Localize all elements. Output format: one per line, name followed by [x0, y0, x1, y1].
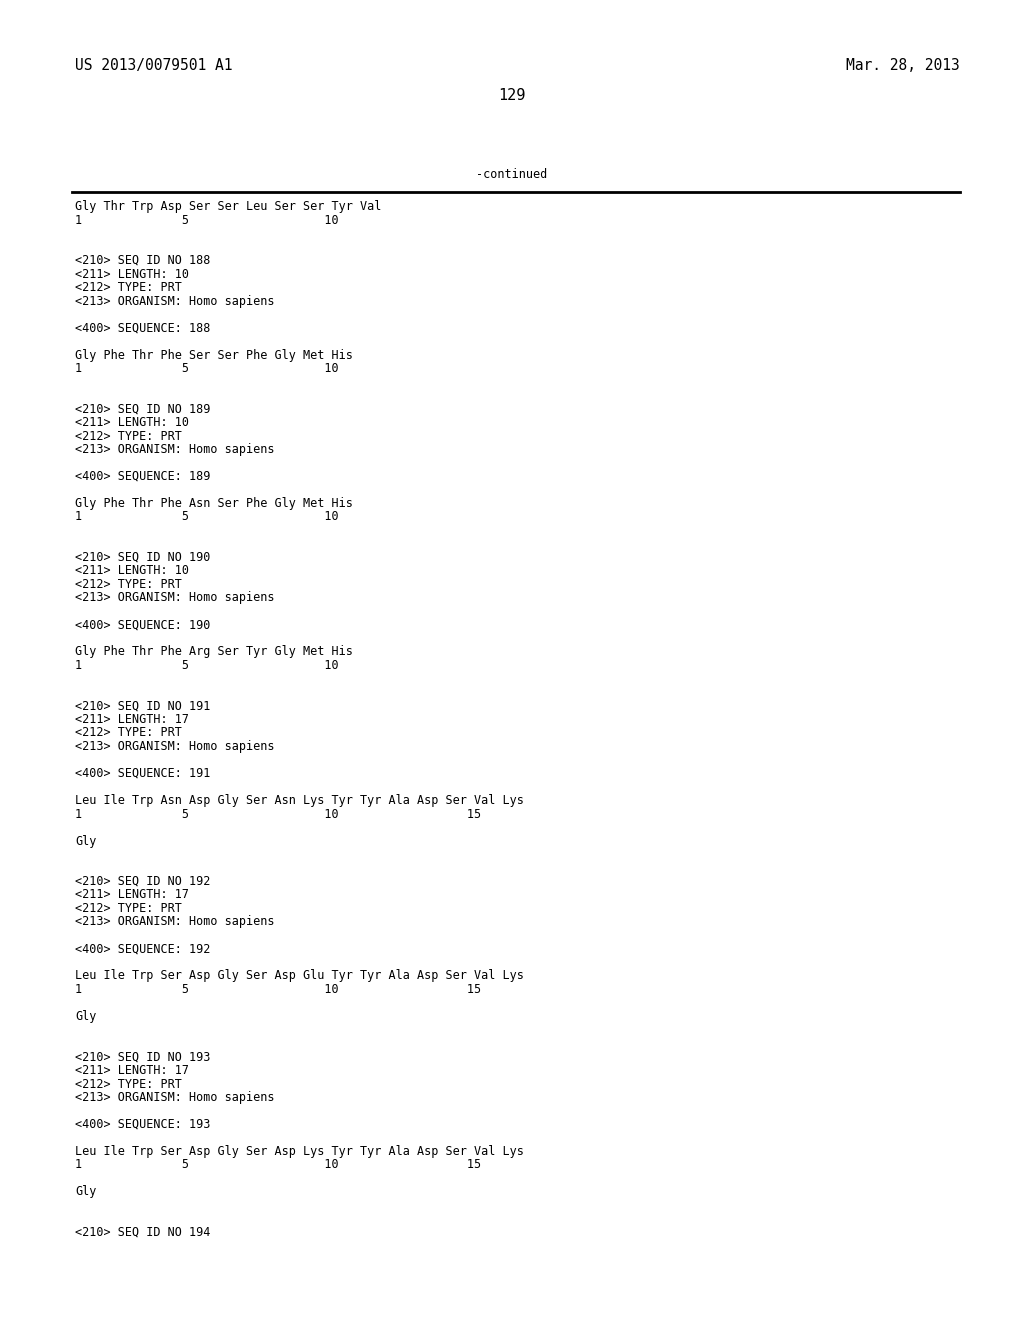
Text: <400> SEQUENCE: 192: <400> SEQUENCE: 192: [75, 942, 210, 956]
Text: <212> TYPE: PRT: <212> TYPE: PRT: [75, 726, 182, 739]
Text: <212> TYPE: PRT: <212> TYPE: PRT: [75, 578, 182, 591]
Text: <212> TYPE: PRT: <212> TYPE: PRT: [75, 1077, 182, 1090]
Text: <400> SEQUENCE: 191: <400> SEQUENCE: 191: [75, 767, 210, 780]
Text: Mar. 28, 2013: Mar. 28, 2013: [846, 58, 961, 73]
Text: <213> ORGANISM: Homo sapiens: <213> ORGANISM: Homo sapiens: [75, 741, 274, 752]
Text: 1              5                   10                  15: 1 5 10 15: [75, 1159, 481, 1172]
Text: <211> LENGTH: 17: <211> LENGTH: 17: [75, 1064, 189, 1077]
Text: <211> LENGTH: 17: <211> LENGTH: 17: [75, 888, 189, 902]
Text: -continued: -continued: [476, 168, 548, 181]
Text: 1              5                   10: 1 5 10: [75, 214, 339, 227]
Text: 1              5                   10                  15: 1 5 10 15: [75, 983, 481, 997]
Text: Gly Phe Thr Phe Asn Ser Phe Gly Met His: Gly Phe Thr Phe Asn Ser Phe Gly Met His: [75, 498, 353, 510]
Text: <210> SEQ ID NO 190: <210> SEQ ID NO 190: [75, 550, 210, 564]
Text: <400> SEQUENCE: 188: <400> SEQUENCE: 188: [75, 322, 210, 334]
Text: <211> LENGTH: 10: <211> LENGTH: 10: [75, 416, 189, 429]
Text: Leu Ile Trp Asn Asp Gly Ser Asn Lys Tyr Tyr Ala Asp Ser Val Lys: Leu Ile Trp Asn Asp Gly Ser Asn Lys Tyr …: [75, 795, 524, 807]
Text: Gly: Gly: [75, 1010, 96, 1023]
Text: Gly: Gly: [75, 1185, 96, 1199]
Text: <213> ORGANISM: Homo sapiens: <213> ORGANISM: Homo sapiens: [75, 916, 274, 928]
Text: Gly: Gly: [75, 834, 96, 847]
Text: Gly Phe Thr Phe Arg Ser Tyr Gly Met His: Gly Phe Thr Phe Arg Ser Tyr Gly Met His: [75, 645, 353, 659]
Text: <210> SEQ ID NO 189: <210> SEQ ID NO 189: [75, 403, 210, 416]
Text: <210> SEQ ID NO 192: <210> SEQ ID NO 192: [75, 875, 210, 888]
Text: <211> LENGTH: 10: <211> LENGTH: 10: [75, 268, 189, 281]
Text: <213> ORGANISM: Homo sapiens: <213> ORGANISM: Homo sapiens: [75, 1092, 274, 1104]
Text: US 2013/0079501 A1: US 2013/0079501 A1: [75, 58, 232, 73]
Text: <212> TYPE: PRT: <212> TYPE: PRT: [75, 281, 182, 294]
Text: <400> SEQUENCE: 193: <400> SEQUENCE: 193: [75, 1118, 210, 1131]
Text: <210> SEQ ID NO 193: <210> SEQ ID NO 193: [75, 1051, 210, 1064]
Text: 1              5                   10: 1 5 10: [75, 362, 339, 375]
Text: <210> SEQ ID NO 194: <210> SEQ ID NO 194: [75, 1226, 210, 1239]
Text: 129: 129: [499, 88, 525, 103]
Text: <400> SEQUENCE: 189: <400> SEQUENCE: 189: [75, 470, 210, 483]
Text: <213> ORGANISM: Homo sapiens: <213> ORGANISM: Homo sapiens: [75, 444, 274, 455]
Text: <210> SEQ ID NO 188: <210> SEQ ID NO 188: [75, 253, 210, 267]
Text: <210> SEQ ID NO 191: <210> SEQ ID NO 191: [75, 700, 210, 713]
Text: <400> SEQUENCE: 190: <400> SEQUENCE: 190: [75, 619, 210, 631]
Text: 1              5                   10: 1 5 10: [75, 659, 339, 672]
Text: <213> ORGANISM: Homo sapiens: <213> ORGANISM: Homo sapiens: [75, 591, 274, 605]
Text: <213> ORGANISM: Homo sapiens: <213> ORGANISM: Homo sapiens: [75, 294, 274, 308]
Text: 1              5                   10                  15: 1 5 10 15: [75, 808, 481, 821]
Text: Leu Ile Trp Ser Asp Gly Ser Asp Lys Tyr Tyr Ala Asp Ser Val Lys: Leu Ile Trp Ser Asp Gly Ser Asp Lys Tyr …: [75, 1144, 524, 1158]
Text: Leu Ile Trp Ser Asp Gly Ser Asp Glu Tyr Tyr Ala Asp Ser Val Lys: Leu Ile Trp Ser Asp Gly Ser Asp Glu Tyr …: [75, 969, 524, 982]
Text: <212> TYPE: PRT: <212> TYPE: PRT: [75, 429, 182, 442]
Text: Gly Phe Thr Phe Ser Ser Phe Gly Met His: Gly Phe Thr Phe Ser Ser Phe Gly Met His: [75, 348, 353, 362]
Text: <211> LENGTH: 10: <211> LENGTH: 10: [75, 565, 189, 578]
Text: Gly Thr Trp Asp Ser Ser Leu Ser Ser Tyr Val: Gly Thr Trp Asp Ser Ser Leu Ser Ser Tyr …: [75, 201, 381, 213]
Text: <212> TYPE: PRT: <212> TYPE: PRT: [75, 902, 182, 915]
Text: <211> LENGTH: 17: <211> LENGTH: 17: [75, 713, 189, 726]
Text: 1              5                   10: 1 5 10: [75, 511, 339, 524]
